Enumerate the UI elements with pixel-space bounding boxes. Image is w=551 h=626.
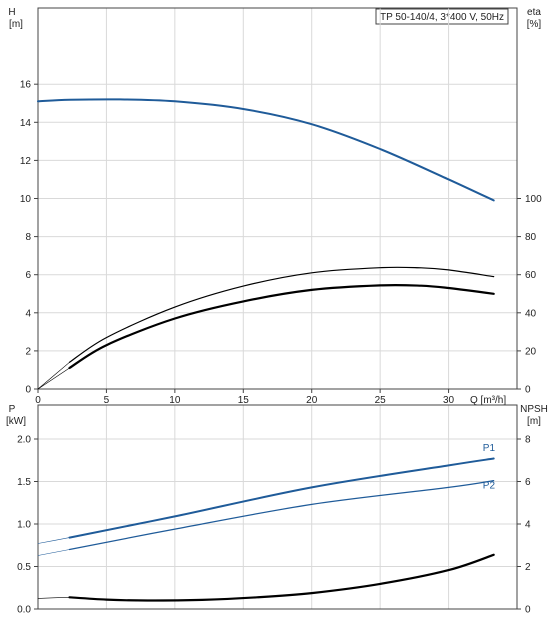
x-tick-label: 25 [375, 395, 387, 406]
series-line [37, 362, 70, 390]
x-tick-label: 0 [35, 395, 41, 406]
x-tick-label: 20 [306, 395, 318, 406]
y-right-tick-label: 0 [525, 605, 531, 616]
y-right-tick-label: 60 [525, 270, 537, 281]
y-left-tick-label: 12 [20, 156, 32, 167]
y-left-tick-label: 0 [25, 385, 31, 396]
series-line-p1 [68, 457, 495, 539]
plot-frame [37, 404, 518, 610]
series-line [37, 549, 70, 556]
y-left-tick-label: 6 [25, 270, 31, 281]
y-left-unit: [kW] [6, 416, 26, 427]
y-right-tick-label: 20 [525, 346, 537, 357]
y-right-unit: [%] [527, 19, 542, 30]
y-left-tick-label: 8 [25, 232, 31, 243]
x-tick-label: 5 [104, 395, 110, 406]
y-left-tick-label: 2 [25, 346, 31, 357]
x-tick-label: 15 [238, 395, 250, 406]
y-left-tick-label: 14 [20, 118, 32, 129]
y-right-unit: [m] [527, 416, 541, 427]
series-label-p2: P2 [483, 480, 496, 491]
series-line-p2 [68, 480, 495, 551]
series-line [68, 553, 495, 602]
y-left-tick-label: 16 [20, 80, 32, 91]
y-left-tick-label: 4 [25, 308, 31, 319]
y-left-label: P [9, 404, 16, 415]
series-line [37, 98, 495, 202]
series-line [68, 283, 495, 370]
y-left-tick-label: 0.5 [17, 562, 31, 573]
x-axis-label: Q [m³/h] [470, 395, 506, 406]
y-left-tick-label: 2.0 [17, 435, 31, 446]
chart-title: TP 50-140/4, 3*400 V, 50Hz [380, 12, 504, 23]
y-right-tick-label: 6 [525, 477, 531, 488]
y-right-label: eta [527, 7, 541, 18]
y-left-tick-label: 1.5 [17, 477, 31, 488]
y-left-unit: [m] [9, 19, 23, 30]
series-line [37, 597, 70, 599]
series-label-p1: P1 [483, 443, 496, 454]
series-line [37, 537, 70, 544]
y-left-tick-label: 10 [20, 194, 32, 205]
x-tick-label: 10 [169, 395, 181, 406]
y-right-tick-label: 2 [525, 562, 531, 573]
series-line [37, 367, 70, 390]
y-right-label: NPSH [520, 404, 548, 415]
y-right-tick-label: 8 [525, 435, 531, 446]
y-right-tick-label: 0 [525, 385, 531, 396]
x-tick-label: 30 [443, 395, 455, 406]
y-right-tick-label: 80 [525, 232, 537, 243]
y-left-tick-label: 1.0 [17, 520, 31, 531]
y-right-tick-label: 40 [525, 308, 537, 319]
chart-title-box [375, 8, 509, 25]
y-left-label: H [8, 7, 15, 18]
y-right-tick-label: 100 [525, 194, 542, 205]
y-left-tick-label: 0.0 [17, 605, 31, 616]
y-right-tick-label: 4 [525, 520, 531, 531]
series-line [68, 266, 495, 363]
